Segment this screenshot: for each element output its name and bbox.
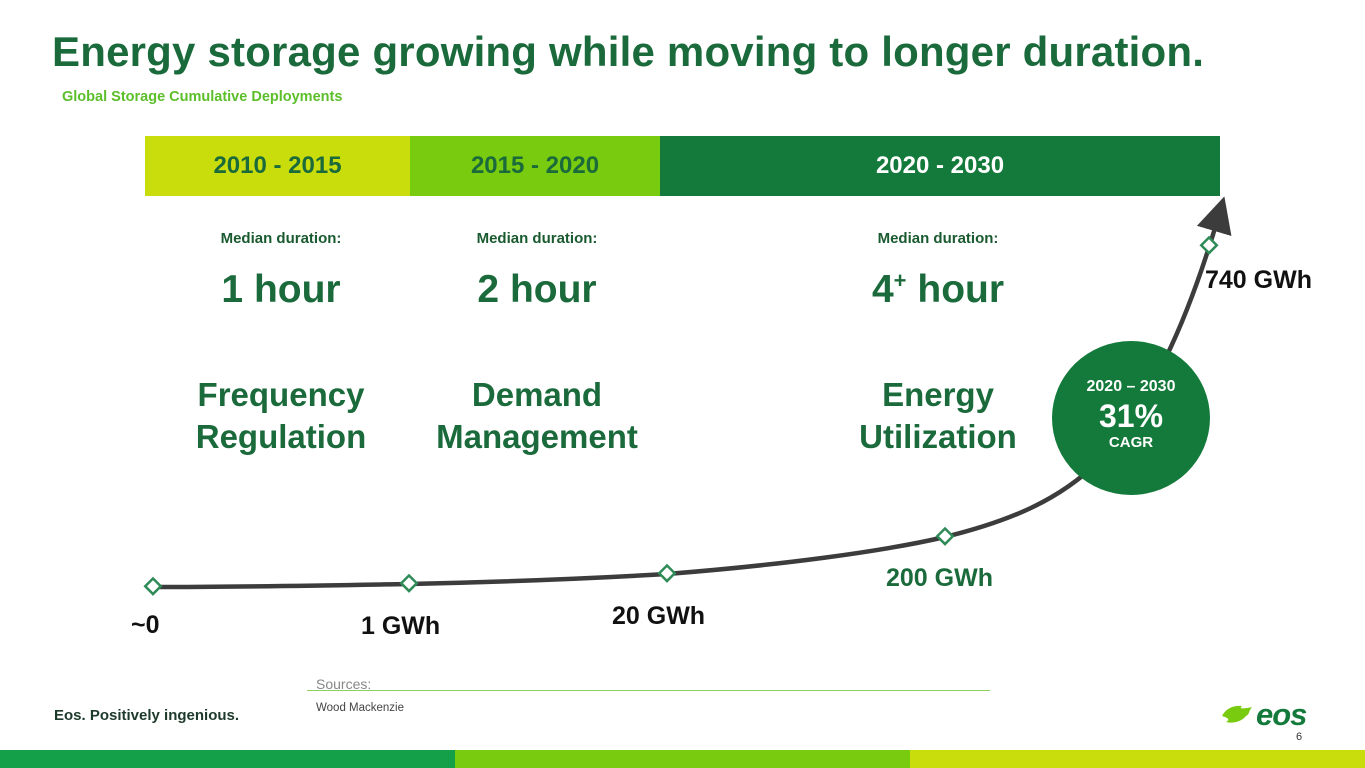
- page-number: 6: [1296, 731, 1303, 743]
- leaf-icon: [1222, 705, 1252, 723]
- use-case-label: Energy Utilization: [808, 374, 1068, 458]
- cagr-period: 2020 – 2030: [1086, 378, 1176, 395]
- page-title: Energy storage growing while moving to l…: [52, 28, 1205, 75]
- use-case-line: Utilization: [859, 418, 1017, 455]
- duration-number: 1: [221, 268, 244, 311]
- duration-number: 4: [871, 268, 894, 311]
- data-point-marker: [143, 576, 163, 596]
- page-subtitle: Global Storage Cumulative Deployments: [62, 89, 343, 105]
- footer-color-bar: [910, 750, 1365, 768]
- footer-color-bar: [0, 750, 455, 768]
- use-case-label: Frequency Regulation: [151, 374, 411, 458]
- median-duration-label: Median duration:: [220, 230, 342, 247]
- use-case-line: Energy: [882, 376, 994, 413]
- data-point-marker: [1199, 235, 1219, 255]
- duration-unit: hour: [906, 268, 1005, 311]
- point-value-label: 20 GWh: [612, 602, 706, 630]
- use-case-line: Regulation: [195, 418, 367, 455]
- data-point-marker: [935, 526, 955, 546]
- duration-unit: hour: [499, 268, 597, 311]
- period-band-2015-2020: 2015 - 2020: [410, 136, 660, 196]
- median-duration-value: 2 hour: [407, 268, 667, 312]
- cagr-badge: 2020 – 2030 31% CAGR: [1052, 341, 1210, 495]
- use-case-line: Frequency: [197, 376, 365, 413]
- median-duration-value: 1 hour: [151, 268, 411, 312]
- median-duration-label: Median duration:: [476, 230, 598, 247]
- cagr-label: CAGR: [1108, 434, 1154, 451]
- footer-color-bar: [455, 750, 910, 768]
- period-band-2020-2030: 2020 - 2030: [660, 136, 1220, 196]
- logo-wordmark: eos: [1256, 697, 1307, 732]
- use-case-line: Demand: [471, 376, 603, 413]
- cagr-value: 31%: [1098, 398, 1164, 434]
- data-point-marker: [657, 563, 677, 583]
- duration-number: 2: [477, 268, 500, 311]
- use-case-line: Management: [436, 418, 638, 455]
- median-duration-label: Median duration:: [877, 230, 999, 247]
- data-point-marker: [399, 573, 419, 593]
- duration-superscript: +: [893, 268, 907, 293]
- period-band-2010-2015: 2010 - 2015: [145, 136, 410, 196]
- median-duration-value: 4+ hour: [808, 268, 1068, 312]
- point-value-label: ~0: [131, 611, 160, 639]
- use-case-label: Demand Management: [407, 374, 667, 458]
- point-value-label: 740 GWh: [1205, 266, 1312, 294]
- point-value-label: 1 GWh: [361, 612, 441, 640]
- sources-divider: [307, 690, 990, 691]
- eos-logo: eos: [1220, 697, 1307, 733]
- sources-text: Wood Mackenzie: [316, 702, 404, 714]
- point-value-label: 200 GWh: [886, 564, 993, 592]
- duration-unit: hour: [243, 268, 341, 311]
- brand-tagline: Eos. Positively ingenious.: [54, 707, 240, 724]
- sources-label: Sources:: [316, 676, 372, 692]
